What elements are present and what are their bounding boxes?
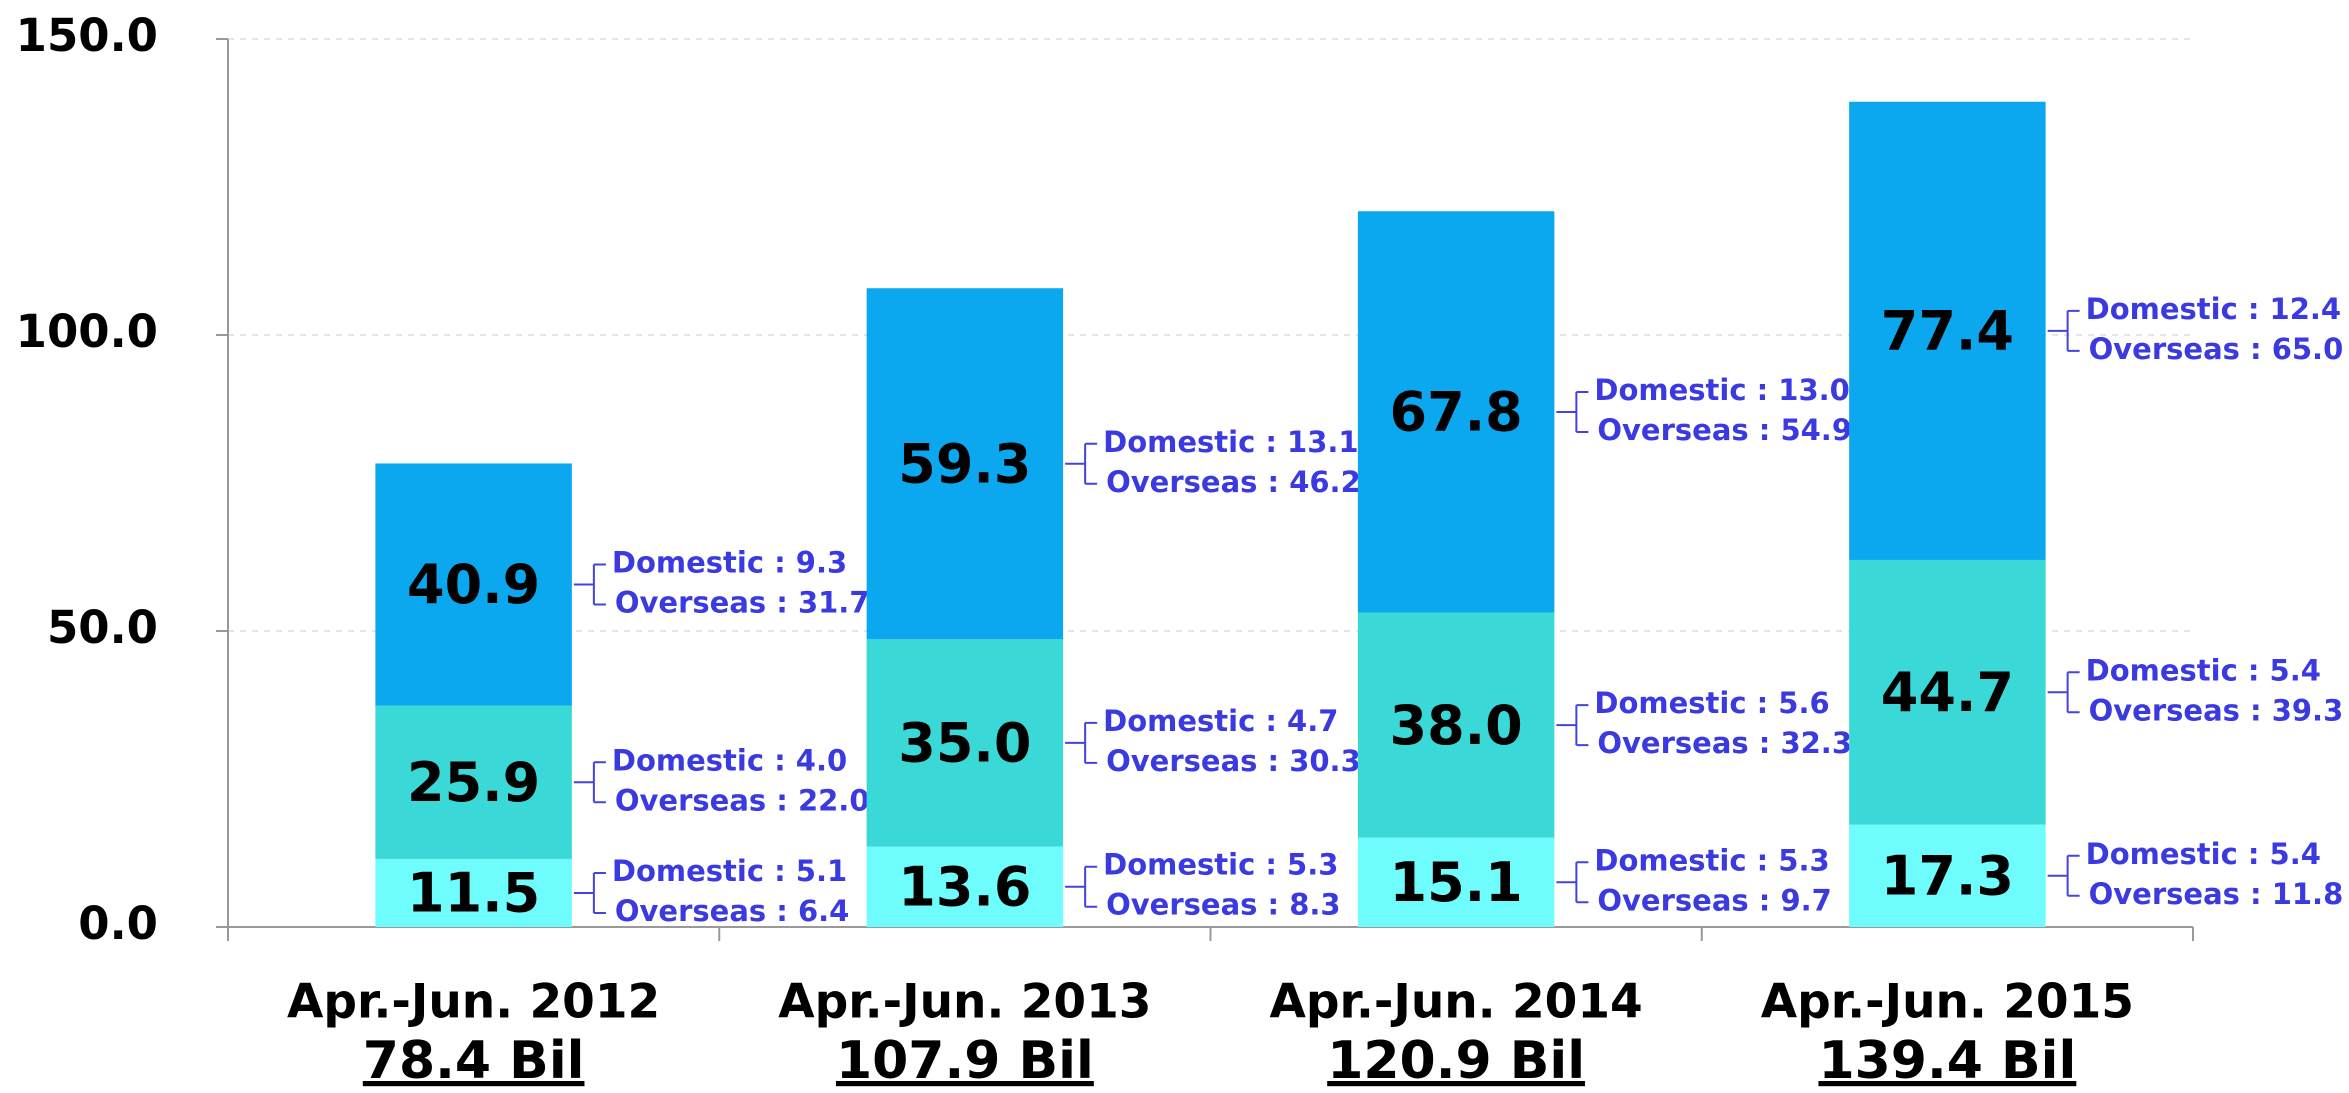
segment-note: Domestic : 13.0 — [1594, 373, 1849, 407]
value-label: 40.9 — [407, 553, 540, 616]
note-bracket — [2047, 309, 2080, 352]
y-tick-label: 150.0 — [16, 9, 158, 62]
x-tick-label: Apr.-Jun. 2015 — [1761, 975, 2134, 1030]
value-label: 17.3 — [1881, 844, 2014, 907]
segment-note: Domestic : 12.4 — [2086, 292, 2341, 326]
bar-segment — [1357, 612, 1555, 838]
segment-note: Domestic : 5.3 — [1103, 848, 1338, 882]
value-label: 67.8 — [1390, 381, 1523, 444]
x-tick-label: Apr.-Jun. 2013 — [778, 975, 1151, 1030]
segment-note: Domestic : 13.1 — [1103, 425, 1358, 459]
value-label: 35.0 — [898, 712, 1031, 775]
segment-note: Overseas : 11.8 — [2089, 877, 2344, 911]
x-tick-label: Apr.-Jun. 2012 — [287, 975, 660, 1030]
segment-note: Domestic : 5.4 — [2086, 653, 2321, 687]
segment-note: Overseas : 6.4 — [615, 894, 849, 928]
segment-note: Overseas : 22.0 — [615, 783, 870, 817]
note-bracket — [573, 871, 606, 914]
segment-note: Overseas : 30.3 — [1106, 744, 1361, 778]
bar-segment — [866, 846, 1064, 927]
value-label: 77.4 — [1881, 299, 2014, 362]
value-label: 11.5 — [407, 862, 540, 925]
segment-note: Domestic : 5.6 — [1594, 686, 1829, 720]
segment-note: Overseas : 65.0 — [2089, 332, 2344, 366]
value-label: 13.6 — [898, 855, 1031, 918]
y-tick-label: 50.0 — [47, 601, 158, 654]
note-bracket — [1556, 704, 1589, 747]
bar-segment — [1849, 824, 2046, 927]
segment-note: Overseas : 39.3 — [2089, 693, 2344, 727]
segment-note: Overseas : 9.7 — [1597, 883, 1831, 917]
segment-note: Overseas : 31.7 — [615, 586, 870, 620]
y-tick-label: 100.0 — [16, 305, 158, 358]
bar-segment — [1849, 101, 2046, 560]
segment-note: Overseas : 46.2 — [1106, 465, 1361, 499]
bar-segment — [375, 705, 572, 859]
value-label: 25.9 — [407, 751, 540, 814]
segment-note: Overseas : 54.9 — [1597, 413, 1852, 447]
bar-segment — [1357, 837, 1555, 927]
bar-segment — [375, 858, 572, 927]
x-tick-label: Apr.-Jun. 2014 — [1269, 975, 1642, 1030]
category-total: 78.4 Bil — [363, 1031, 585, 1091]
bar-segment — [1849, 559, 2046, 825]
segment-note: Domestic : 5.3 — [1594, 843, 1829, 877]
segment-note: Overseas : 32.3 — [1597, 726, 1852, 760]
value-label: 15.1 — [1390, 851, 1523, 914]
note-bracket — [1065, 442, 1098, 485]
category-total: 139.4 Bil — [1818, 1031, 2076, 1091]
note-bracket — [573, 761, 606, 804]
category-total: 120.9 Bil — [1327, 1031, 1585, 1091]
segment-note: Domestic : 4.0 — [612, 743, 847, 777]
segment-note: Domestic : 4.7 — [1103, 704, 1338, 738]
note-bracket — [573, 563, 606, 606]
note-bracket — [1065, 865, 1098, 908]
note-bracket — [1065, 721, 1098, 764]
category-total: 107.9 Bil — [836, 1031, 1094, 1091]
segment-note: Domestic : 5.4 — [2086, 837, 2321, 871]
segment-note: Domestic : 9.3 — [612, 546, 847, 580]
note-bracket — [2047, 671, 2080, 714]
value-label: 59.3 — [898, 432, 1031, 495]
segment-note: Overseas : 8.3 — [1106, 888, 1340, 922]
note-bracket — [2047, 854, 2080, 897]
segment-note: Domestic : 5.1 — [612, 854, 847, 888]
value-label: 38.0 — [1390, 694, 1523, 757]
y-tick-label: 0.0 — [78, 897, 158, 950]
bar-segment — [866, 639, 1064, 847]
bar-segment — [866, 288, 1064, 640]
bar-segment — [375, 463, 572, 706]
note-bracket — [1556, 390, 1589, 433]
bar-segment — [1357, 211, 1555, 613]
note-bracket — [1556, 861, 1589, 904]
value-label: 44.7 — [1881, 661, 2014, 724]
